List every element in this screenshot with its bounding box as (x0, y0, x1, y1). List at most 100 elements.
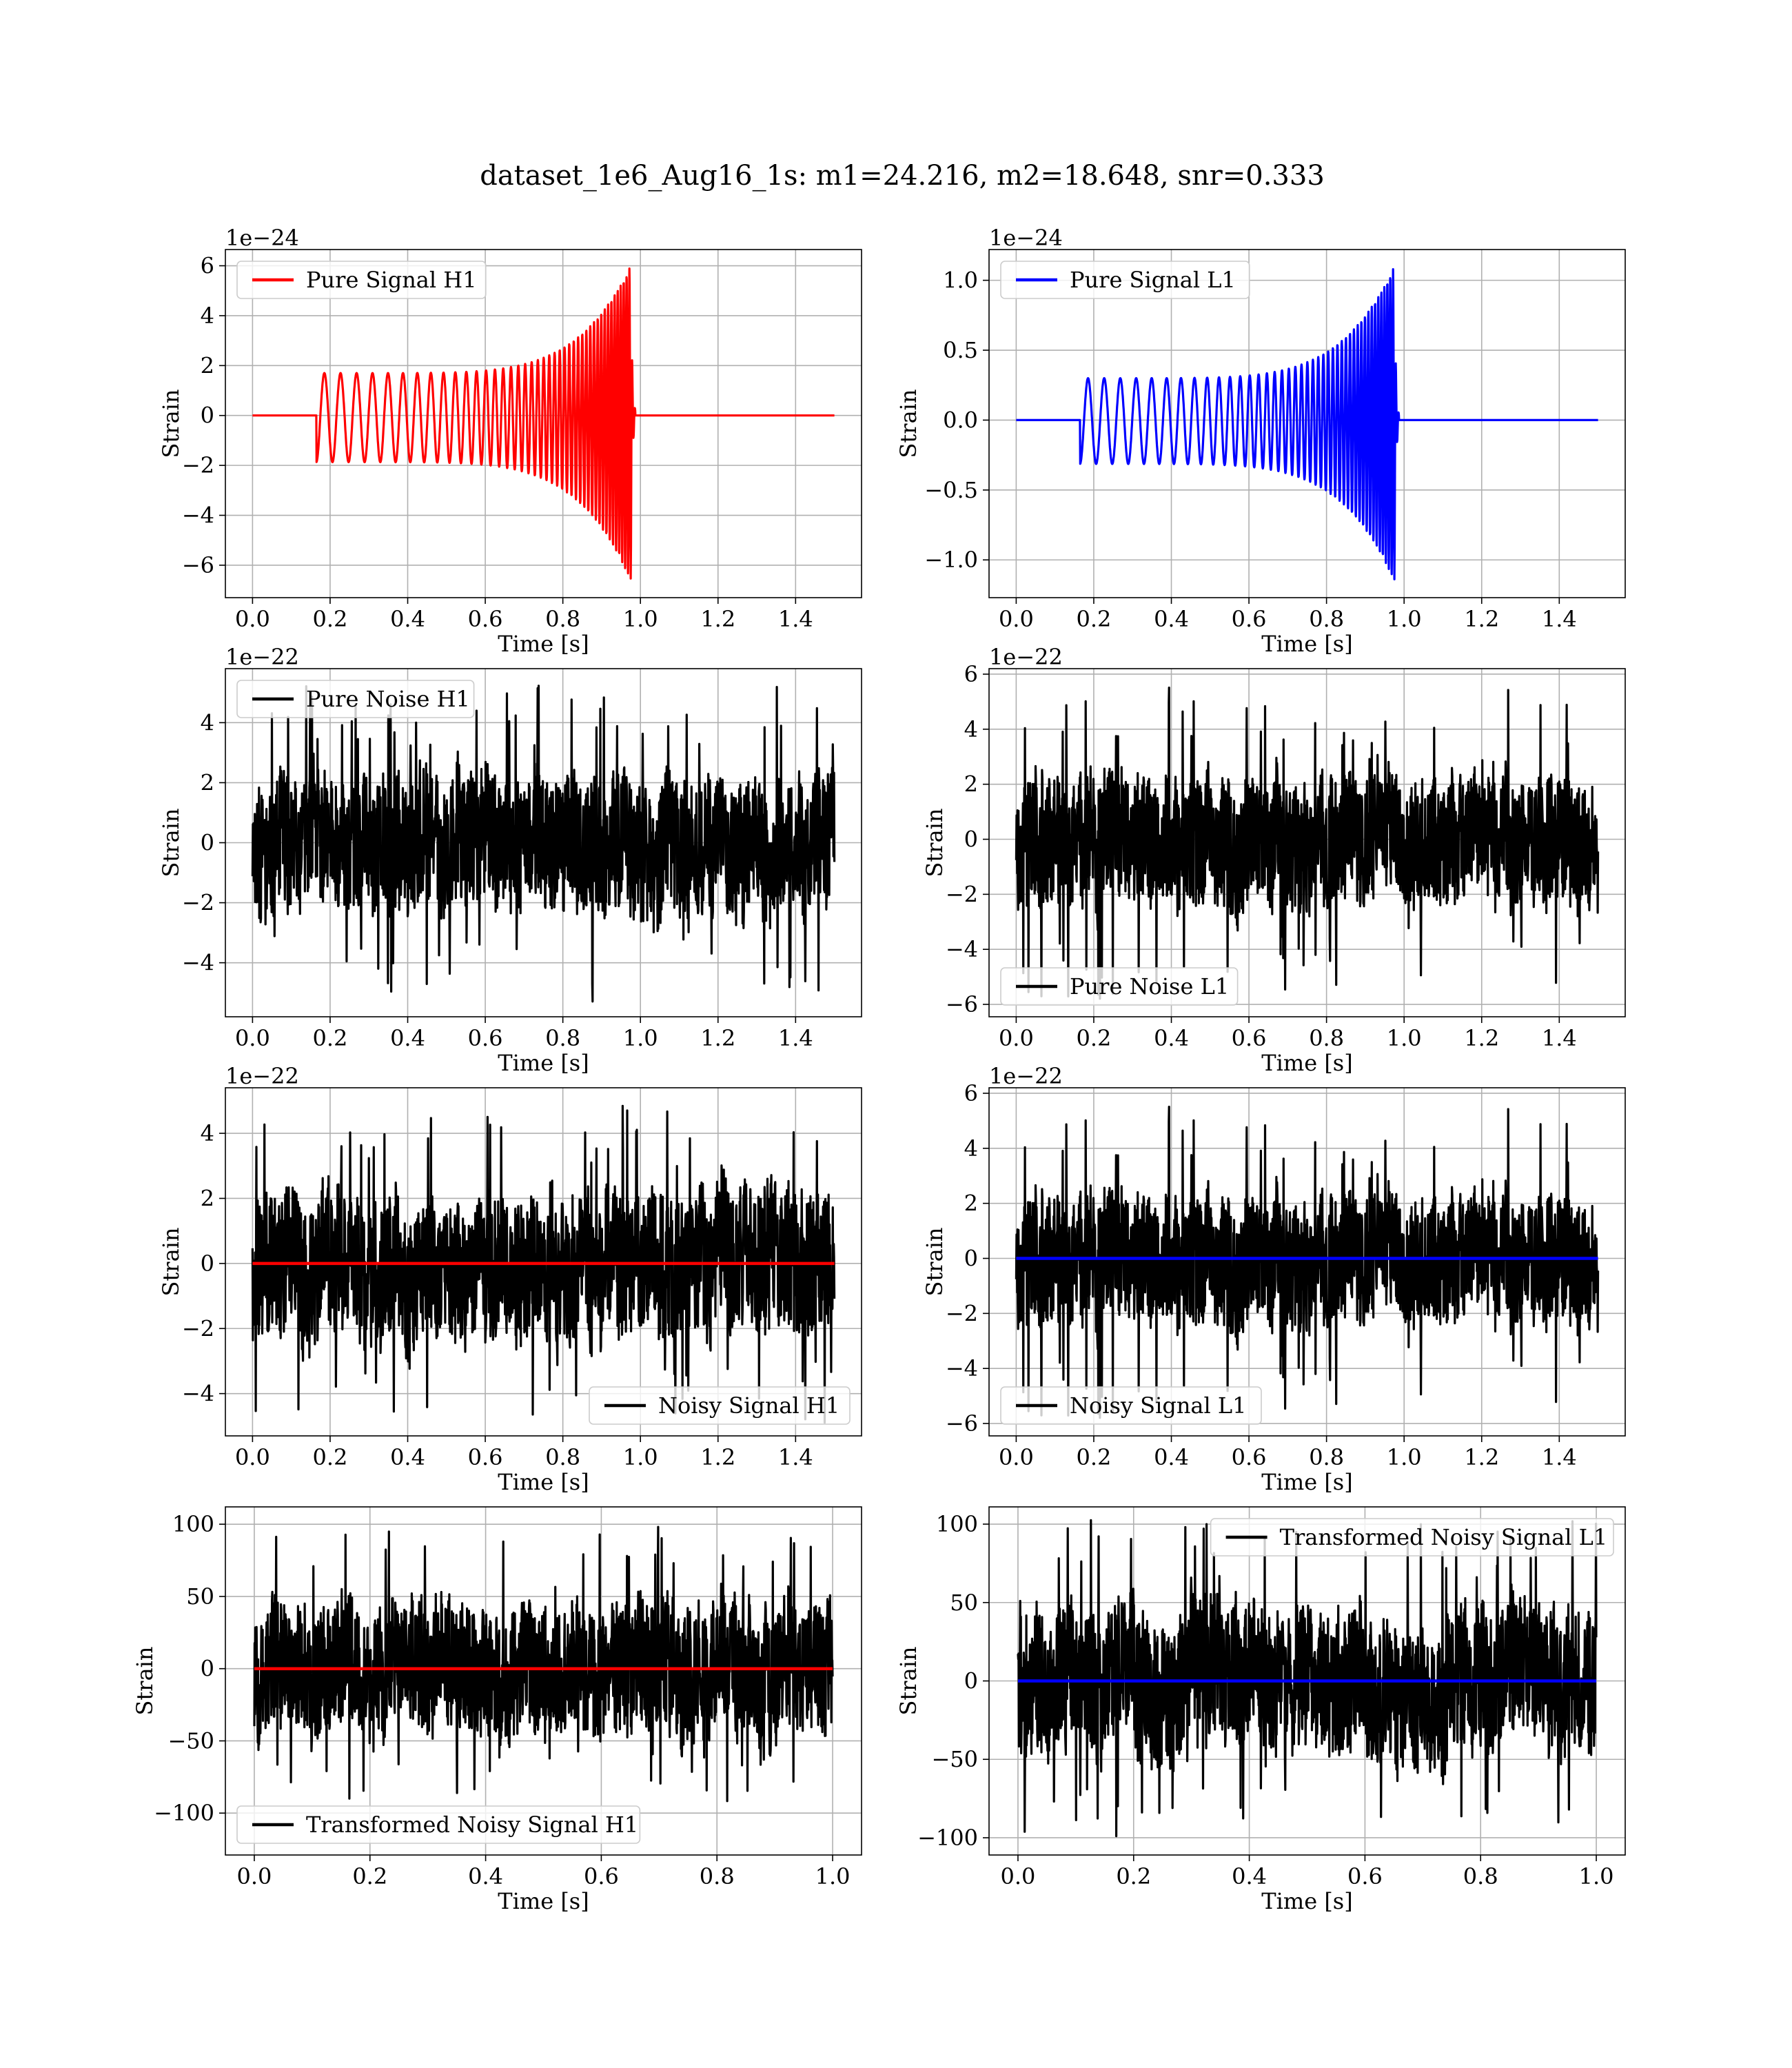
offset-text: 1e−22 (225, 1063, 299, 1089)
x-tick-label: 0.2 (1077, 1025, 1112, 1051)
x-tick-label: 0.6 (1232, 1025, 1267, 1051)
legend-label: Noisy Signal H1 (658, 1392, 839, 1419)
y-tick-label: 2 (201, 769, 214, 795)
y-tick-label: 0 (201, 1656, 214, 1682)
y-tick-label: 6 (964, 661, 978, 687)
x-tick-label: 0.0 (999, 1444, 1034, 1470)
y-tick-label: −2 (946, 881, 978, 907)
x-tick-label: 0.6 (584, 1863, 619, 1889)
legend-frame (236, 680, 475, 718)
y-tick-label: −4 (946, 1355, 978, 1381)
x-tick-label: 1.0 (815, 1863, 851, 1889)
y-tick-label: −50 (931, 1746, 978, 1772)
series-line-pure-noise-h1 (251, 685, 836, 1003)
y-tick-label: 4 (964, 1135, 978, 1162)
x-tick-label: 0.0 (237, 1863, 272, 1889)
legend-label: Noisy Signal L1 (1070, 1392, 1247, 1419)
x-tick-label: 1.4 (1542, 606, 1577, 632)
subplot-transformed-noisy-signal-h1: 0.0 0.2 0.4 0.6 0.8 1.0 −100 −50 0 50 100 Time [s] S… (132, 1506, 862, 1914)
x-tick-label: 0.8 (545, 606, 580, 632)
legend: Transformed Noisy Signal L1 (1210, 1518, 1614, 1557)
y-tick-label: −6 (182, 552, 214, 578)
x-axis-label: Time [s] (498, 1888, 589, 1914)
series-line-noisy-signal-l1 (1015, 1106, 1600, 1419)
x-tick-label: 0.2 (352, 1863, 387, 1889)
subplot-pure-noise-h1: 0.0 0.2 0.4 0.6 0.8 1.0 1.2 1.4 −4 −2 0 2 4 Time [s] S… (158, 644, 862, 1076)
y-tick-label: 0.5 (943, 337, 978, 363)
series-line-transformed-noisy-signal-l1 (1017, 1519, 1598, 1838)
legend-frame (236, 261, 487, 299)
y-axis-label: Strain (922, 1228, 948, 1297)
x-axis-label: Time [s] (1261, 1469, 1352, 1495)
x-axis-label: Time [s] (498, 1469, 589, 1495)
x-axis-label: Time [s] (1261, 1888, 1352, 1914)
series-line-pure-signal-l1 (1015, 268, 1599, 580)
x-axis-label: Time [s] (1261, 1050, 1352, 1076)
series-group (1015, 268, 1599, 580)
x-tick-label: 1.0 (623, 1025, 658, 1051)
x-tick-label: 1.0 (1387, 1025, 1422, 1051)
x-axis-label: Time [s] (498, 631, 589, 657)
axes-frame (225, 1087, 862, 1437)
legend-label: Transformed Noisy Signal L1 (1280, 1524, 1608, 1550)
y-axis-label: Strain (895, 389, 922, 458)
y-tick-label: −100 (154, 1800, 214, 1826)
x-tick-label: 1.0 (623, 1444, 658, 1470)
offset-text: 1e−22 (989, 1063, 1063, 1089)
legend-frame (1000, 967, 1239, 1006)
y-tick-label: 0 (201, 403, 214, 429)
y-axis-label: Strain (158, 809, 184, 878)
series-group (252, 267, 835, 580)
y-axis-label: Strain (132, 1647, 158, 1716)
y-tick-label: 0 (964, 1668, 978, 1694)
grid (225, 250, 862, 598)
y-tick-label: −4 (182, 1381, 214, 1407)
x-tick-label: 0.4 (468, 1863, 503, 1889)
y-tick-label: −6 (946, 991, 978, 1017)
x-tick-label: 0.0 (235, 1025, 270, 1051)
y-tick-label: 4 (201, 709, 214, 736)
y-tick-label: −4 (182, 503, 214, 529)
x-tick-label: 1.0 (1579, 1863, 1614, 1889)
y-tick-label: −0.5 (924, 477, 978, 503)
y-tick-label: 2 (964, 771, 978, 798)
figure-title: dataset_1e6_Aug16_1s: m1=24.216, m2=18.6… (480, 160, 1325, 192)
x-tick-label: 1.4 (778, 1025, 813, 1051)
x-tick-label: 0.2 (1077, 1444, 1112, 1470)
y-tick-label: −2 (182, 1315, 214, 1341)
x-tick-label: 0.6 (468, 1444, 503, 1470)
y-axis-label: Strain (895, 1647, 922, 1716)
legend-frame (1210, 1518, 1614, 1557)
y-tick-label: −4 (946, 936, 978, 962)
legend: Transformed Noisy Signal H1 (236, 1805, 641, 1844)
y-tick-label: −100 (917, 1825, 978, 1851)
x-tick-label: 1.2 (1464, 1025, 1499, 1051)
y-tick-label: 50 (950, 1590, 978, 1616)
x-tick-label: 0.8 (1463, 1863, 1498, 1889)
series-group (251, 685, 836, 1003)
legend: Pure Signal H1 (236, 261, 487, 299)
legend: Pure Signal L1 (1000, 261, 1250, 299)
x-tick-label: 0.8 (545, 1025, 580, 1051)
series-group (253, 1525, 834, 1803)
y-tick-label: 1.0 (943, 267, 978, 294)
x-tick-label: 0.4 (1232, 1863, 1267, 1889)
x-tick-label: 0.2 (313, 606, 348, 632)
y-tick-label: 2 (964, 1190, 978, 1217)
x-tick-label: 0.4 (390, 1444, 425, 1470)
legend: Noisy Signal L1 (1000, 1386, 1262, 1425)
x-tick-label: 0.6 (1232, 606, 1267, 632)
subplot-grid: 0.0 0.2 0.4 0.6 0.8 1.0 1.2 1.4 −6 −4 −2 0 2 4 6 Time [… (132, 225, 1626, 1914)
x-tick-label: 0.4 (390, 1025, 425, 1051)
y-axis-label: Strain (922, 809, 948, 878)
y-tick-label: 0.0 (943, 407, 978, 433)
y-axis-label: Strain (158, 1228, 184, 1297)
subplot-pure-noise-l1: 0.0 0.2 0.4 0.6 0.8 1.0 1.2 1.4 −6 −4 −2 0 2 4 6 Time [… (922, 644, 1626, 1076)
legend-frame (1000, 1386, 1262, 1425)
y-tick-label: 50 (186, 1583, 214, 1610)
series-group (251, 1104, 836, 1424)
offset-text: 1e−24 (989, 225, 1063, 251)
y-tick-label: −2 (946, 1300, 978, 1326)
y-axis-label: Strain (158, 389, 184, 458)
